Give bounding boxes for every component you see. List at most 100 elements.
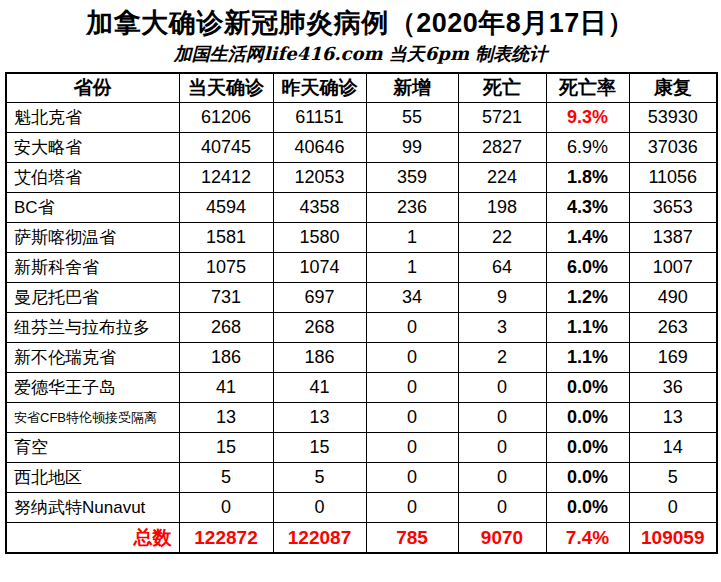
total-deaths: 9070 bbox=[458, 523, 546, 554]
deaths-cell: 5721 bbox=[458, 103, 546, 133]
yesterday-confirmed-cell: 697 bbox=[273, 283, 366, 313]
new-cases-cell: 0 bbox=[366, 433, 458, 463]
header-row: 省份 当天确诊 昨天确诊 新增 死亡 死亡率 康复 bbox=[6, 73, 717, 103]
death-rate-cell: 1.1% bbox=[546, 343, 629, 373]
recovered-cell: 1007 bbox=[629, 253, 717, 283]
today-confirmed-cell: 15 bbox=[179, 433, 273, 463]
table-row: 西北地区55000.0%5 bbox=[6, 463, 717, 493]
yesterday-confirmed-cell: 1074 bbox=[273, 253, 366, 283]
today-confirmed-cell: 41 bbox=[179, 373, 273, 403]
table-row: BC省459443582361984.3%3653 bbox=[6, 193, 717, 223]
province-name: 西北地区 bbox=[6, 463, 179, 493]
yesterday-confirmed-cell: 186 bbox=[273, 343, 366, 373]
today-confirmed-cell: 13 bbox=[179, 403, 273, 433]
table-row: 萨斯喀彻温省158115801221.4%1387 bbox=[6, 223, 717, 253]
new-cases-cell: 236 bbox=[366, 193, 458, 223]
deaths-cell: 0 bbox=[458, 463, 546, 493]
yesterday-confirmed-cell: 41 bbox=[273, 373, 366, 403]
province-name: 魁北克省 bbox=[6, 103, 179, 133]
recovered-cell: 5 bbox=[629, 463, 717, 493]
deaths-cell: 2827 bbox=[458, 133, 546, 163]
today-confirmed-cell: 268 bbox=[179, 313, 273, 343]
death-rate-cell: 6.0% bbox=[546, 253, 629, 283]
province-name: 安大略省 bbox=[6, 133, 179, 163]
deaths-cell: 9 bbox=[458, 283, 546, 313]
today-confirmed-cell: 1075 bbox=[179, 253, 273, 283]
new-cases-cell: 0 bbox=[366, 463, 458, 493]
table-row: 育空1515000.0%14 bbox=[6, 433, 717, 463]
recovered-cell: 13 bbox=[629, 403, 717, 433]
today-confirmed-cell: 61206 bbox=[179, 103, 273, 133]
yesterday-confirmed-cell: 5 bbox=[273, 463, 366, 493]
death-rate-cell: 9.3% bbox=[546, 103, 629, 133]
col-header-new-cases: 新增 bbox=[366, 73, 458, 103]
table-row: 新斯科舍省107510741646.0%1007 bbox=[6, 253, 717, 283]
col-header-today-confirmed: 当天确诊 bbox=[179, 73, 273, 103]
covid-table: 省份 当天确诊 昨天确诊 新增 死亡 死亡率 康复 魁北克省6120661151… bbox=[5, 72, 718, 554]
deaths-cell: 3 bbox=[458, 313, 546, 343]
recovered-cell: 14 bbox=[629, 433, 717, 463]
col-header-recovered: 康复 bbox=[629, 73, 717, 103]
today-confirmed-cell: 1581 bbox=[179, 223, 273, 253]
yesterday-confirmed-cell: 4358 bbox=[273, 193, 366, 223]
table-row: 努纳武特Nunavut00000.0%0 bbox=[6, 493, 717, 523]
province-name: BC省 bbox=[6, 193, 179, 223]
recovered-cell: 3653 bbox=[629, 193, 717, 223]
death-rate-cell: 1.8% bbox=[546, 163, 629, 193]
page-title: 加拿大确诊新冠肺炎病例（2020年8月17日） bbox=[0, 0, 721, 40]
province-name: 新不伦瑞克省 bbox=[6, 343, 179, 373]
yesterday-confirmed-cell: 0 bbox=[273, 493, 366, 523]
recovered-cell: 53930 bbox=[629, 103, 717, 133]
table-row: 魁北克省61206611515557219.3%53930 bbox=[6, 103, 717, 133]
yesterday-confirmed-cell: 15 bbox=[273, 433, 366, 463]
new-cases-cell: 359 bbox=[366, 163, 458, 193]
province-name: 安省CFB特伦顿接受隔离 bbox=[6, 403, 179, 433]
table-row: 艾伯塔省12412120533592241.8%11056 bbox=[6, 163, 717, 193]
province-name: 育空 bbox=[6, 433, 179, 463]
col-header-deaths: 死亡 bbox=[458, 73, 546, 103]
total-label: 总数 bbox=[6, 523, 179, 554]
recovered-cell: 490 bbox=[629, 283, 717, 313]
death-rate-cell: 1.4% bbox=[546, 223, 629, 253]
col-header-death-rate: 死亡率 bbox=[546, 73, 629, 103]
total-today-confirmed: 122872 bbox=[179, 523, 273, 554]
yesterday-confirmed-cell: 61151 bbox=[273, 103, 366, 133]
death-rate-cell: 0.0% bbox=[546, 493, 629, 523]
today-confirmed-cell: 5 bbox=[179, 463, 273, 493]
total-recovered: 109059 bbox=[629, 523, 717, 554]
total-death-rate: 7.4% bbox=[546, 523, 629, 554]
province-name: 爱德华王子岛 bbox=[6, 373, 179, 403]
table-row: 安大略省40745406469928276.9%37036 bbox=[6, 133, 717, 163]
province-name: 艾伯塔省 bbox=[6, 163, 179, 193]
deaths-cell: 0 bbox=[458, 433, 546, 463]
province-name: 萨斯喀彻温省 bbox=[6, 223, 179, 253]
new-cases-cell: 34 bbox=[366, 283, 458, 313]
death-rate-cell: 0.0% bbox=[546, 373, 629, 403]
deaths-cell: 0 bbox=[458, 373, 546, 403]
new-cases-cell: 0 bbox=[366, 313, 458, 343]
recovered-cell: 0 bbox=[629, 493, 717, 523]
recovered-cell: 11056 bbox=[629, 163, 717, 193]
death-rate-cell: 4.3% bbox=[546, 193, 629, 223]
recovered-cell: 36 bbox=[629, 373, 717, 403]
new-cases-cell: 55 bbox=[366, 103, 458, 133]
deaths-cell: 2 bbox=[458, 343, 546, 373]
total-row: 总数 122872 122087 785 9070 7.4% 109059 bbox=[6, 523, 717, 554]
death-rate-cell: 0.0% bbox=[546, 463, 629, 493]
new-cases-cell: 0 bbox=[366, 343, 458, 373]
today-confirmed-cell: 12412 bbox=[179, 163, 273, 193]
deaths-cell: 198 bbox=[458, 193, 546, 223]
new-cases-cell: 0 bbox=[366, 373, 458, 403]
col-header-province: 省份 bbox=[6, 73, 179, 103]
deaths-cell: 22 bbox=[458, 223, 546, 253]
table-row: 爱德华王子岛4141000.0%36 bbox=[6, 373, 717, 403]
yesterday-confirmed-cell: 13 bbox=[273, 403, 366, 433]
today-confirmed-cell: 186 bbox=[179, 343, 273, 373]
today-confirmed-cell: 4594 bbox=[179, 193, 273, 223]
deaths-cell: 0 bbox=[458, 493, 546, 523]
province-name: 努纳武特Nunavut bbox=[6, 493, 179, 523]
new-cases-cell: 1 bbox=[366, 223, 458, 253]
recovered-cell: 1387 bbox=[629, 223, 717, 253]
recovered-cell: 169 bbox=[629, 343, 717, 373]
death-rate-cell: 0.0% bbox=[546, 433, 629, 463]
